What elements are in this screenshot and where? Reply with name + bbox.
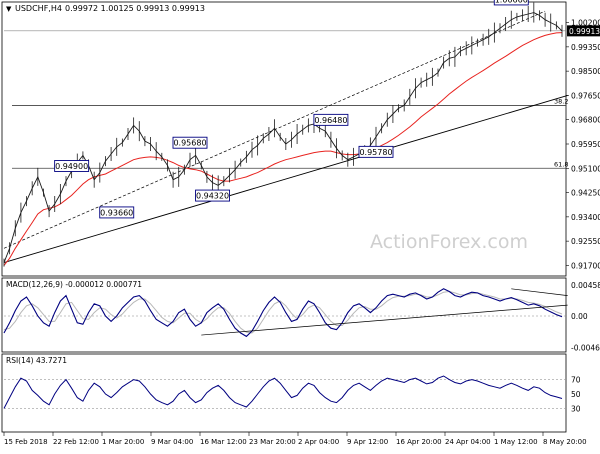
rsi-line bbox=[3, 375, 563, 409]
price-axis-label: 0.95950 bbox=[571, 140, 600, 149]
price-annotation-box bbox=[493, 0, 529, 6]
fib-level-label: 61.8 bbox=[554, 160, 568, 168]
rsi-axis-label: 50 bbox=[571, 390, 581, 399]
time-axis-label: 9 Apr 12:00 bbox=[347, 438, 388, 446]
dropdown-arrow-icon[interactable]: ▼ bbox=[6, 5, 12, 13]
time-axis-label: 22 Feb 12:00 bbox=[53, 438, 99, 446]
macd-trendline bbox=[201, 304, 568, 336]
price-axis-label: 0.91700 bbox=[571, 261, 600, 270]
ohlc-values: 0.99972 1.00125 0.99913 0.99913 bbox=[65, 4, 205, 13]
symbol-label: USDCHF,H4 bbox=[15, 4, 62, 13]
price-axis-label: 0.94250 bbox=[571, 189, 600, 198]
price-axis-label: 0.96800 bbox=[571, 116, 600, 125]
time-axis-label: 1 May 12:00 bbox=[494, 438, 538, 446]
rsi-axis-label: 30 bbox=[571, 404, 581, 413]
rsi-axis-label: 70 bbox=[571, 376, 581, 385]
price-annotation-label: 0.96480 bbox=[314, 116, 347, 125]
macd-axis-label: 0.00 bbox=[571, 312, 588, 321]
watermark-text: ActionForex.com bbox=[370, 231, 528, 253]
price-axis-label: 0.93400 bbox=[571, 213, 600, 222]
macd-axis-label: 0.00458 bbox=[571, 281, 600, 290]
price-annotation-box bbox=[358, 145, 394, 158]
price-annotation-box bbox=[54, 160, 90, 172]
rsi-title: RSI(14) 43.7271 bbox=[6, 356, 67, 365]
price-line bbox=[3, 12, 563, 263]
price-axis-label: 0.99350 bbox=[571, 43, 600, 52]
axes-layer: 1.00200 0.99350 0.98500 0.97650 0.96800 0.959… bbox=[3, 19, 600, 446]
macd-line bbox=[3, 288, 563, 338]
fib-level-label: 38.2 bbox=[554, 97, 568, 105]
macd-title: MACD(12,26,9) -0.000012 0.000771 bbox=[6, 280, 142, 289]
price-axis-label: 0.95100 bbox=[571, 164, 600, 173]
macd-axis-label: -0.00462 bbox=[571, 343, 600, 352]
price-pane-frame bbox=[1, 1, 567, 277]
price-axis-label: 0.98500 bbox=[571, 67, 600, 76]
price-axis-label: 0.92550 bbox=[571, 237, 600, 246]
time-axis-label: 16 Mar 12:00 bbox=[200, 438, 247, 446]
price-axis-label: 1.00200 bbox=[571, 19, 600, 28]
macd-trendline bbox=[511, 288, 568, 296]
time-axis-label: 24 Apr 04:00 bbox=[445, 438, 491, 446]
price-annotation-label: 0.95780 bbox=[359, 148, 392, 157]
time-axis-label: 23 Mar 20:00 bbox=[249, 438, 296, 446]
price-annotation-label: 0.94900 bbox=[55, 162, 88, 171]
current-price-tag bbox=[567, 25, 600, 37]
macd-signal-line bbox=[3, 290, 563, 334]
price-annotation-box bbox=[99, 206, 135, 219]
price-axis-label: 0.97650 bbox=[571, 91, 600, 100]
time-axis-label: 1 Mar 20:00 bbox=[102, 438, 144, 446]
macd-pane-frame bbox=[1, 277, 567, 353]
rsi-pane-frame bbox=[1, 353, 567, 433]
price-annotation-box bbox=[313, 113, 349, 126]
time-axis-label: 2 Apr 04:00 bbox=[298, 438, 339, 446]
time-axis-label: 8 May 20:00 bbox=[543, 438, 587, 446]
rsi-layer bbox=[3, 375, 566, 409]
price-annotation-label: 0.95680 bbox=[173, 139, 206, 148]
price-annotation-label: 1.00660 bbox=[495, 0, 528, 4]
price-annotation-label: 0.94320 bbox=[196, 192, 229, 201]
price-annotation-box bbox=[172, 136, 208, 149]
time-axis-label: 9 Mar 04:00 bbox=[151, 438, 193, 446]
current-price-value: 0.99913 bbox=[569, 27, 600, 36]
price-annotation-box bbox=[195, 189, 230, 202]
time-axis-label: 15 Feb 2018 bbox=[4, 438, 48, 446]
macd-layer bbox=[3, 288, 568, 338]
support-trendline bbox=[3, 94, 568, 264]
price-layer: 38.2 61.8 0.94900 0.93660 0.95680 0.94320 0.96… bbox=[3, 0, 568, 267]
time-axis-label: 16 Apr 20:00 bbox=[396, 438, 442, 446]
price-annotation-label: 0.93660 bbox=[100, 208, 133, 217]
